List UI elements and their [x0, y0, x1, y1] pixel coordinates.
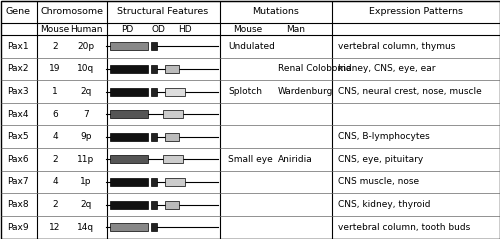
- Bar: [163, 110, 183, 118]
- Text: Expression Patterns: Expression Patterns: [369, 7, 463, 16]
- Bar: [165, 178, 185, 186]
- Bar: [151, 223, 157, 231]
- Text: HD: HD: [178, 25, 192, 33]
- Text: 4: 4: [52, 132, 58, 141]
- Text: 12: 12: [50, 223, 60, 232]
- Bar: [151, 42, 157, 50]
- Bar: [165, 201, 179, 209]
- Text: 11p: 11p: [78, 155, 94, 164]
- Text: Pax1: Pax1: [7, 42, 29, 51]
- Text: Pax3: Pax3: [7, 87, 29, 96]
- Text: Pax7: Pax7: [7, 178, 29, 186]
- Text: Mutations: Mutations: [252, 7, 300, 16]
- Bar: [151, 133, 157, 141]
- Text: Aniridia: Aniridia: [278, 155, 313, 164]
- Text: CNS, kidney, thyroid: CNS, kidney, thyroid: [338, 200, 430, 209]
- Text: 6: 6: [52, 110, 58, 119]
- Text: kidney, CNS, eye, ear: kidney, CNS, eye, ear: [338, 65, 436, 73]
- Text: 7: 7: [83, 110, 89, 119]
- Text: 2: 2: [52, 155, 58, 164]
- Text: 10q: 10q: [78, 65, 94, 73]
- Text: vertebral column, thymus: vertebral column, thymus: [338, 42, 456, 51]
- Bar: [151, 65, 157, 73]
- Bar: [151, 87, 157, 96]
- Text: Pax4: Pax4: [7, 110, 29, 119]
- Text: 2q: 2q: [80, 87, 92, 96]
- Text: Mouse: Mouse: [40, 25, 70, 33]
- Bar: [110, 178, 148, 186]
- Bar: [151, 201, 157, 209]
- Text: vertebral column, tooth buds: vertebral column, tooth buds: [338, 223, 470, 232]
- Bar: [110, 42, 148, 50]
- Bar: [110, 110, 148, 118]
- Text: Gene: Gene: [6, 7, 30, 16]
- Bar: [163, 155, 183, 163]
- Text: CNS, eye, pituitary: CNS, eye, pituitary: [338, 155, 423, 164]
- Text: Undulated: Undulated: [228, 42, 275, 51]
- Text: Mouse: Mouse: [234, 25, 262, 33]
- Text: CNS, neural crest, nose, muscle: CNS, neural crest, nose, muscle: [338, 87, 482, 96]
- Text: 14q: 14q: [78, 223, 94, 232]
- Text: Pax9: Pax9: [7, 223, 29, 232]
- Text: PD: PD: [121, 25, 133, 33]
- Text: CNS, B-lymphocytes: CNS, B-lymphocytes: [338, 132, 430, 141]
- Text: Chromosome: Chromosome: [40, 7, 104, 16]
- Text: 2: 2: [52, 200, 58, 209]
- Text: Man: Man: [286, 25, 306, 33]
- Text: 20p: 20p: [78, 42, 94, 51]
- Bar: [110, 133, 148, 141]
- Text: CNS muscle, nose: CNS muscle, nose: [338, 178, 419, 186]
- Bar: [110, 155, 148, 163]
- Bar: [110, 87, 148, 96]
- Text: 2q: 2q: [80, 200, 92, 209]
- Text: Pax2: Pax2: [7, 65, 29, 73]
- Bar: [110, 223, 148, 231]
- Text: 2: 2: [52, 42, 58, 51]
- Text: Pax8: Pax8: [7, 200, 29, 209]
- Text: 19: 19: [49, 65, 61, 73]
- Text: Structural Features: Structural Features: [118, 7, 208, 16]
- Bar: [110, 65, 148, 73]
- Bar: [165, 65, 179, 73]
- Text: Small eye: Small eye: [228, 155, 273, 164]
- Text: Wardenburg: Wardenburg: [278, 87, 334, 96]
- Bar: [165, 87, 185, 96]
- Text: 9p: 9p: [80, 132, 92, 141]
- Bar: [110, 201, 148, 209]
- Bar: [165, 133, 179, 141]
- Text: Pax5: Pax5: [7, 132, 29, 141]
- Text: OD: OD: [151, 25, 165, 33]
- Text: Pax6: Pax6: [7, 155, 29, 164]
- Text: 1: 1: [52, 87, 58, 96]
- Text: Splotch: Splotch: [228, 87, 262, 96]
- Text: Renal Coloboma: Renal Coloboma: [278, 65, 351, 73]
- Bar: [151, 178, 157, 186]
- Text: Human: Human: [70, 25, 102, 33]
- Text: 1p: 1p: [80, 178, 92, 186]
- Text: 4: 4: [52, 178, 58, 186]
